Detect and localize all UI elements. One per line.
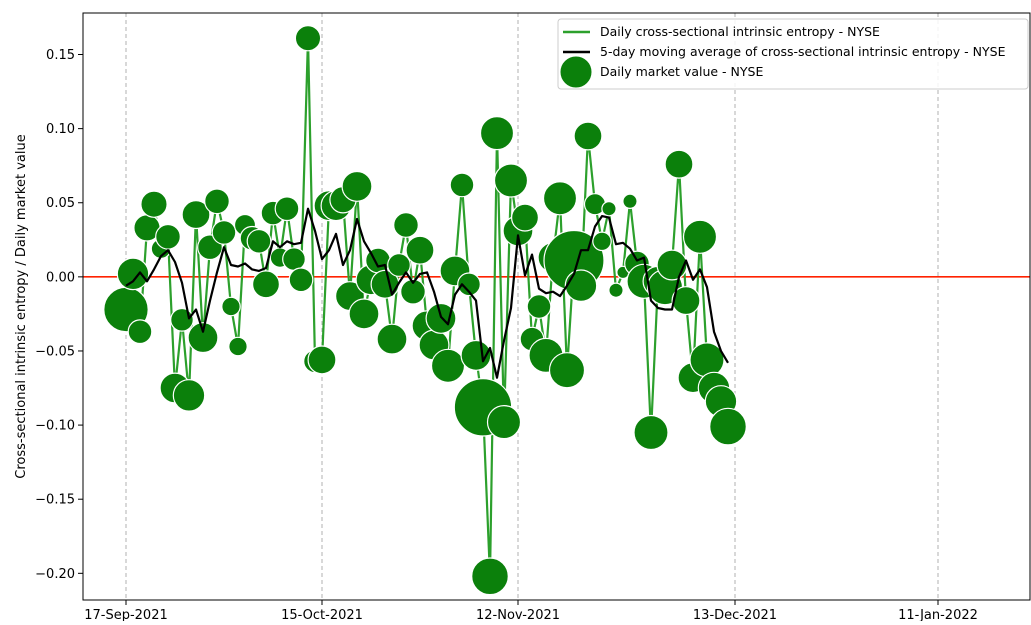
legend-label-entropy: Daily cross-sectional intrinsic entropy … [600,24,880,39]
x-tick-label: 13-Dec-2021 [693,608,777,621]
market-value-bubble [187,322,219,354]
y-tick-label: −0.15 [35,493,75,508]
legend-box [557,18,1029,90]
x-tick-label: 15-Oct-2021 [281,608,363,621]
market-value-bubble [252,270,281,299]
market-value-bubble [671,286,701,316]
market-value-bubble [393,212,419,238]
market-value-series [103,25,747,596]
x-tick-label: 17-Sep-2021 [84,608,168,621]
market-value-bubble [181,200,211,230]
y-tick-label: −0.05 [35,344,75,359]
market-value-bubble [170,307,194,332]
market-value-bubble [307,345,337,375]
y-tick-label: 0.00 [46,270,75,285]
entropy-line [124,37,730,578]
market-value-bubble [471,557,509,596]
market-value-bubble [211,219,237,245]
moving-average-line [125,207,729,379]
market-value-bubble [172,379,206,412]
market-value-bubble [682,219,718,254]
y-tick-label: −0.10 [35,419,75,434]
legend-swatch-market-value [559,55,593,89]
market-value-bubble [294,25,322,52]
market-value-bubble [548,352,586,389]
market-value-bubble [601,200,617,217]
market-value-bubble [542,181,578,216]
market-value-bubble [400,278,426,305]
y-tick-label: 0.05 [46,196,75,211]
market-value-bubble [127,319,153,345]
y-tick-label: −0.20 [35,567,75,582]
market-value-bubble [592,231,612,252]
market-value-bubble [664,149,694,179]
x-axis: 17-Sep-2021 15-Oct-2021 12-Nov-2021 13-Dec-… [84,600,978,623]
market-value-bubble [573,121,603,151]
market-value-bubble [288,267,314,293]
entropy-series [124,37,730,578]
market-value-bubble [282,247,306,272]
legend-label-market-value: Daily market value - NYSE [600,64,763,79]
moving-average-series [125,207,729,379]
market-value-bubble [449,172,475,198]
y-tick-label: 0.10 [46,122,75,137]
legend-label-moving-average: 5-day moving average of cross-sectional … [600,44,1006,59]
market-value-bubble [116,257,150,291]
market-value-bubble [341,170,373,202]
market-value-bubble [656,249,688,281]
legend: Daily cross-sectional intrinsic entropy … [557,18,1029,90]
market-value-bubble [564,269,598,302]
market-value-bubble [348,298,380,330]
market-value-bubble [486,405,522,440]
market-value-bubble [457,272,481,297]
market-value-bubble [511,203,540,232]
plot-frame [82,12,1031,601]
market-value-bubble [493,163,529,198]
market-value-bubble [526,294,552,319]
y-axis: 0.15 0.10 0.05 0.00 −0.05 −0.10 −0.15 −0.20 [35,48,83,582]
market-value-bubble [376,323,408,355]
market-value-bubble [479,116,515,151]
market-value-bubble [221,296,241,317]
market-value-bubble [430,348,466,383]
market-value-bubble [387,253,411,277]
market-value-bubble [622,193,638,209]
y-axis-label: Cross-sectional intrinsic entropy / Dail… [14,134,29,478]
market-value-bubble [608,282,624,298]
market-value-bubble [228,336,248,357]
x-tick-label: 11-Jan-2022 [898,608,978,621]
market-value-bubble [405,235,435,265]
x-tick-label: 12-Nov-2021 [476,608,560,621]
market-value-bubble [155,223,181,250]
y-tick-label: 0.15 [46,48,75,63]
market-value-bubble [633,414,669,451]
market-value-bubble [246,228,272,254]
market-value-bubble [204,188,230,215]
market-value-bubble [709,407,747,446]
market-value-bubble [140,190,168,218]
market-value-bubble [274,196,300,222]
